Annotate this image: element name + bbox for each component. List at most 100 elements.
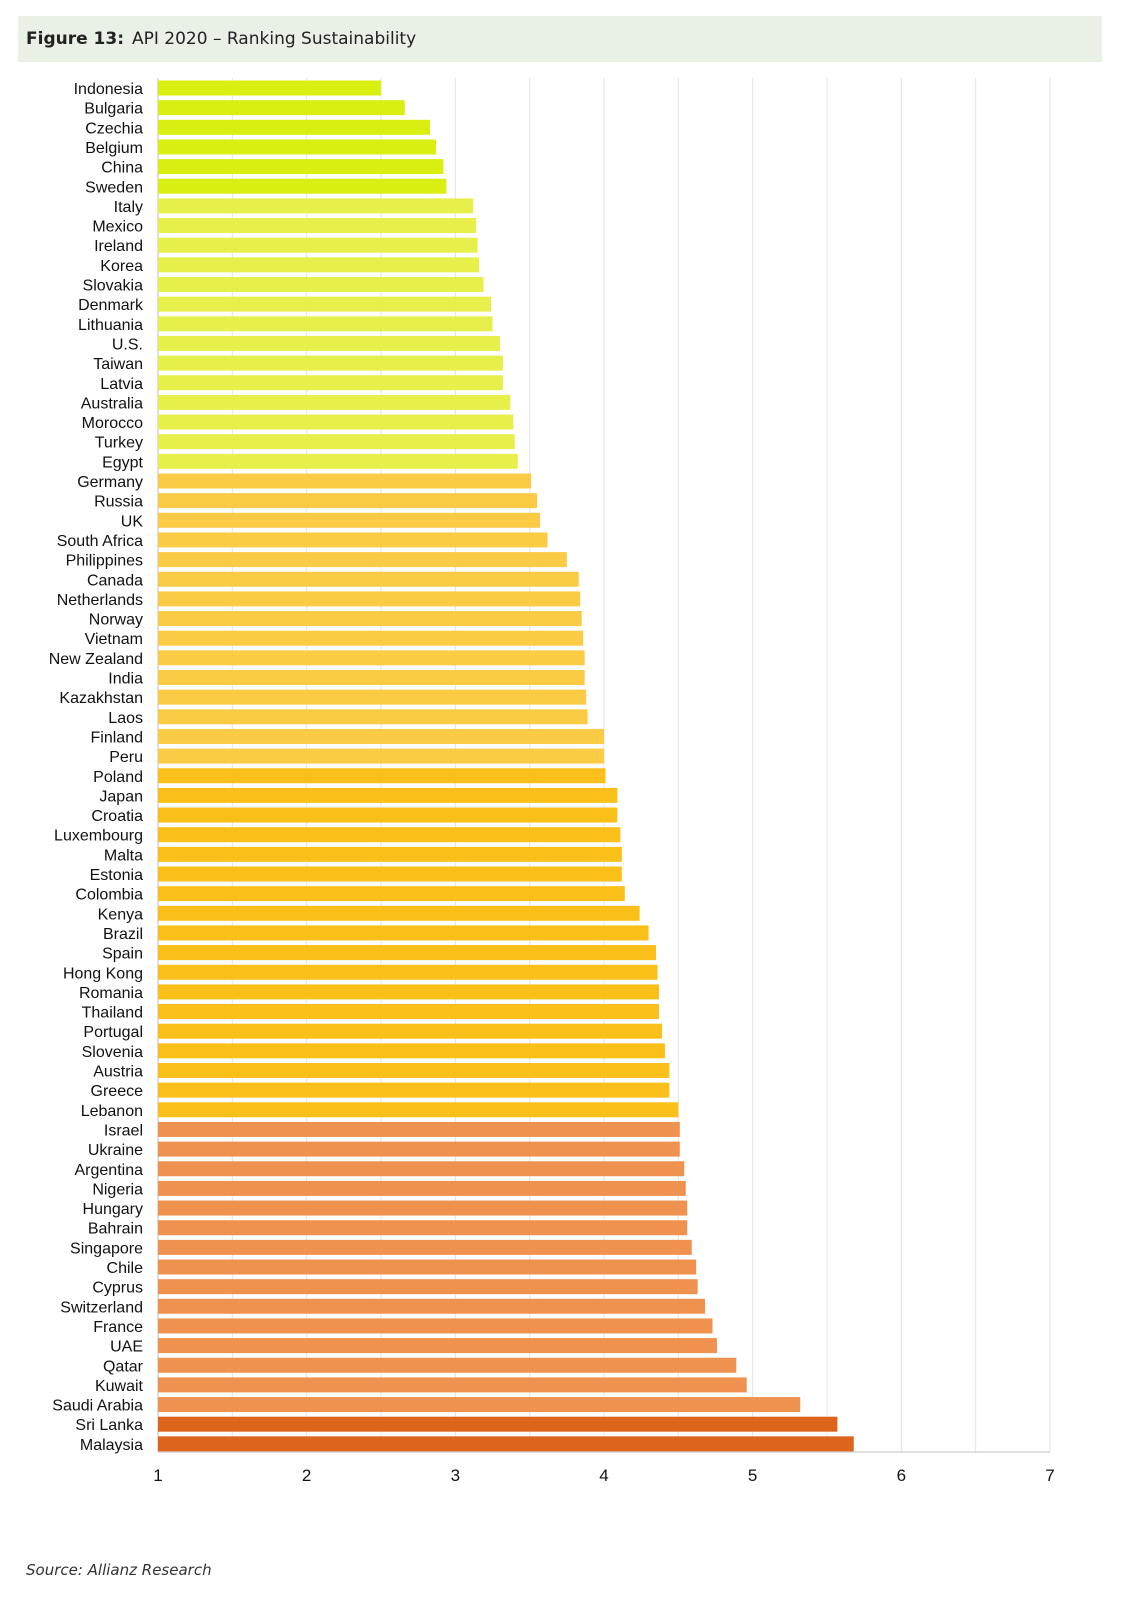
category-label: Australia — [81, 395, 143, 412]
category-label: Sweden — [85, 179, 143, 196]
x-tick-label: 5 — [748, 1466, 757, 1485]
category-label: Switzerland — [60, 1299, 143, 1316]
bar — [158, 394, 511, 410]
category-label: Chile — [107, 1260, 144, 1277]
category-label: Kuwait — [95, 1378, 144, 1395]
bar — [158, 945, 657, 961]
bar — [158, 552, 567, 568]
category-label: Latvia — [100, 376, 143, 393]
category-label: Malta — [104, 847, 143, 864]
category-label: U.S. — [112, 336, 143, 353]
category-label: Portugal — [83, 1024, 143, 1041]
category-label: Slovenia — [82, 1044, 143, 1061]
bar — [158, 1063, 670, 1078]
category-label: Poland — [93, 769, 143, 786]
category-label: Luxembourg — [54, 828, 143, 845]
bar — [158, 100, 405, 116]
bar — [158, 964, 658, 980]
category-label: Philippines — [66, 553, 143, 570]
category-label: Lithuania — [78, 317, 143, 334]
bar — [158, 316, 493, 332]
bar — [158, 1004, 660, 1020]
bar — [158, 375, 503, 391]
bar — [158, 159, 444, 175]
category-label: Slovakia — [83, 278, 144, 295]
category-label: Ukraine — [88, 1142, 143, 1159]
bar — [158, 139, 437, 155]
chart-title-bar: Figure 13: API 2020 – Ranking Sustainabi… — [18, 16, 1102, 62]
source-note: Source: Allianz Research — [26, 1561, 212, 1579]
bar — [158, 1397, 801, 1413]
bar — [158, 296, 492, 312]
bar — [158, 1279, 698, 1295]
bar — [158, 80, 381, 96]
category-label: Norway — [89, 612, 143, 629]
category-label: Netherlands — [57, 592, 143, 609]
category-label: Finland — [91, 729, 143, 746]
category-label: Czechia — [85, 120, 143, 137]
x-tick-label: 1 — [153, 1466, 162, 1485]
bar — [158, 257, 480, 273]
bar — [158, 1377, 747, 1393]
bar — [158, 905, 640, 921]
category-label: Romania — [79, 985, 143, 1002]
category-label: Kazakhstan — [59, 690, 143, 707]
bar — [158, 237, 478, 253]
bar — [158, 434, 515, 450]
category-label: Croatia — [91, 808, 143, 825]
bar — [158, 886, 625, 902]
category-label: Brazil — [103, 926, 143, 943]
category-label: Colombia — [75, 887, 143, 904]
bar — [158, 1180, 686, 1196]
category-label: New Zealand — [49, 651, 143, 668]
bar — [158, 807, 618, 823]
bar — [158, 1043, 665, 1059]
bar — [158, 493, 538, 509]
category-label: UK — [121, 513, 144, 530]
bar — [158, 925, 649, 941]
bar — [158, 571, 579, 587]
category-label: Sri Lanka — [75, 1417, 143, 1434]
category-label: Cyprus — [92, 1280, 143, 1297]
category-label: Morocco — [82, 415, 143, 432]
category-label: Indonesia — [74, 81, 143, 98]
bar — [158, 1141, 680, 1157]
category-label: UAE — [110, 1339, 143, 1356]
bar — [158, 1416, 838, 1432]
x-tick-label: 3 — [451, 1466, 460, 1485]
category-label: Bahrain — [88, 1221, 143, 1238]
bar-chart: Indonesia Bulgaria Czechia Belgium China Swed… — [49, 78, 1055, 1485]
category-label: Italy — [114, 199, 143, 216]
bar — [158, 1121, 680, 1137]
category-label: China — [101, 160, 143, 177]
category-label: Singapore — [70, 1240, 143, 1257]
bar — [158, 355, 503, 371]
bar — [158, 984, 660, 1000]
category-label: Turkey — [95, 435, 143, 452]
bar — [158, 178, 447, 194]
bar — [158, 611, 582, 627]
bar — [158, 453, 518, 469]
bar — [158, 1023, 662, 1039]
bar — [158, 650, 585, 666]
category-label: Hungary — [83, 1201, 143, 1218]
bar — [158, 198, 474, 214]
category-label: Lebanon — [81, 1103, 143, 1120]
category-label: Egypt — [102, 454, 143, 471]
category-label: Taiwan — [93, 356, 143, 373]
bar — [158, 670, 585, 685]
category-label: Greece — [91, 1083, 144, 1100]
bar — [158, 630, 584, 646]
category-label: France — [93, 1319, 143, 1336]
bar — [158, 512, 541, 528]
bar — [158, 591, 581, 607]
category-label: Argentina — [75, 1162, 144, 1179]
category-label: Spain — [102, 946, 143, 963]
bar — [158, 1298, 706, 1314]
bar — [158, 473, 532, 489]
category-label: Israel — [104, 1122, 143, 1139]
bar — [158, 728, 604, 744]
bar — [158, 1259, 697, 1275]
bar — [158, 1220, 688, 1236]
x-tick-label: 4 — [599, 1466, 608, 1485]
